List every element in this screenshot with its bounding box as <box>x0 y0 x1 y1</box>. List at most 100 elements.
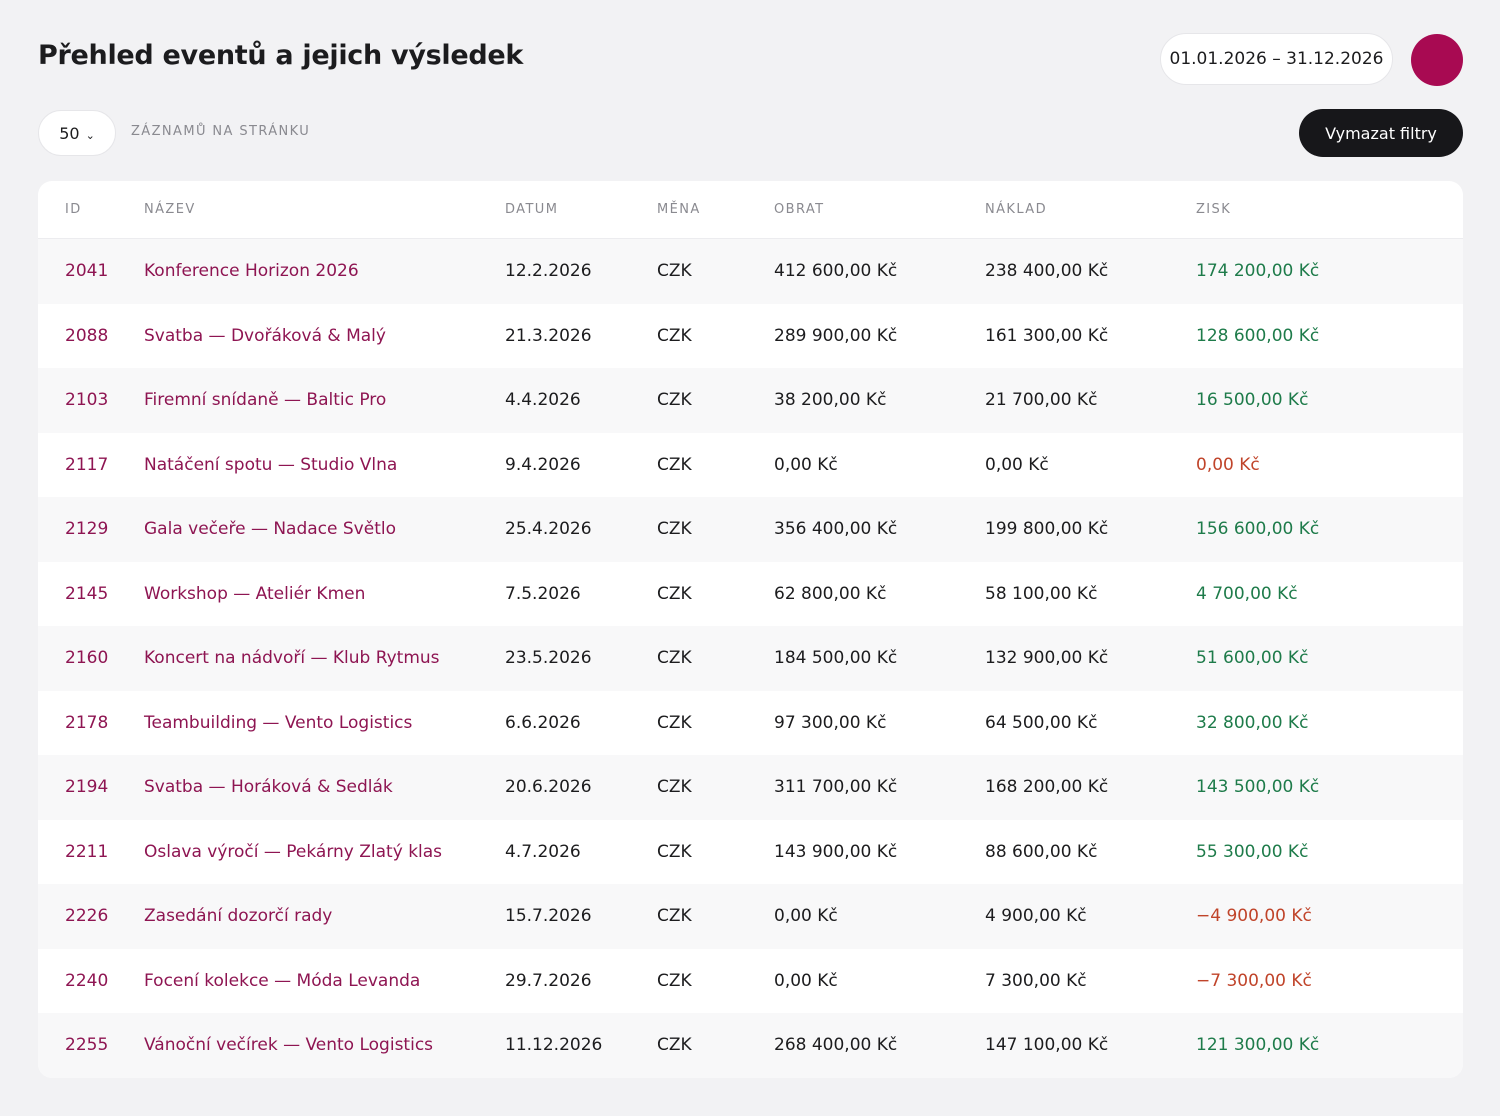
cell-id[interactable]: 2160 <box>65 648 109 669</box>
cell-revenue: 356 400,00 Kč <box>774 519 898 540</box>
cell-date: 9.4.2026 <box>505 454 581 475</box>
cell-revenue: 38 200,00 Kč <box>774 390 887 411</box>
cell-revenue: 412 600,00 Kč <box>774 261 898 282</box>
table-row[interactable]: 2240 Focení kolekce — Móda Levanda 29.7.20… <box>38 948 1463 1013</box>
cell-revenue: 62 800,00 Kč <box>774 583 887 604</box>
cell-currency: CZK <box>657 777 692 798</box>
cell-name[interactable]: Focení kolekce — Móda Levanda <box>144 970 421 991</box>
events-table-card: ID NÁZEV DATUM MĚNA OBRAT NÁKLAD ZISK 20… <box>38 181 1463 1078</box>
table-row[interactable]: 2117 Natáčení spotu — Studio Vlna 9.4.2026… <box>38 432 1463 497</box>
cell-cost: 147 100,00 Kč <box>985 1035 1109 1056</box>
avatar[interactable] <box>1411 34 1463 86</box>
column-header-name[interactable]: NÁZEV <box>144 181 505 239</box>
cell-date: 11.12.2026 <box>505 1035 603 1056</box>
cell-currency: CZK <box>657 906 692 927</box>
table-row[interactable]: 2145 Workshop — Ateliér Kmen 7.5.2026 CZK 62… <box>38 561 1463 626</box>
cell-revenue: 0,00 Kč <box>774 906 838 927</box>
table-row[interactable]: 2103 Firemní snídaně — Baltic Pro 4.4.2026… <box>38 368 1463 433</box>
cell-cost: 161 300,00 Kč <box>985 325 1109 346</box>
cell-profit: 51 600,00 Kč <box>1196 648 1309 669</box>
cell-date: 20.6.2026 <box>505 777 592 798</box>
cell-id[interactable]: 2145 <box>65 583 109 604</box>
cell-name[interactable]: Svatba — Horáková & Sedlák <box>144 777 393 798</box>
table-row[interactable]: 2226 Zasedání dozorčí rady 15.7.2026 CZK 0,0… <box>38 884 1463 949</box>
cell-currency: CZK <box>657 712 692 733</box>
cell-id[interactable]: 2041 <box>65 261 109 282</box>
cell-currency: CZK <box>657 519 692 540</box>
cell-profit: 4 700,00 Kč <box>1196 583 1298 604</box>
cell-cost: 199 800,00 Kč <box>985 519 1109 540</box>
date-range-picker[interactable]: 01.01.2026 – 31.12.2026 <box>1160 33 1393 85</box>
table-row[interactable]: 2129 Gala večeře — Nadace Světlo 25.4.2026… <box>38 497 1463 562</box>
column-header-date[interactable]: DATUM <box>505 181 657 239</box>
cell-date: 12.2.2026 <box>505 261 592 282</box>
cell-revenue: 184 500,00 Kč <box>774 648 898 669</box>
cell-name[interactable]: Konference Horizon 2026 <box>144 261 359 282</box>
cell-name[interactable]: Gala večeře — Nadace Světlo <box>144 519 396 540</box>
column-header-profit[interactable]: ZISK <box>1196 181 1463 239</box>
cell-name[interactable]: Teambuilding — Vento Logistics <box>144 712 413 733</box>
cell-name[interactable]: Firemní snídaně — Baltic Pro <box>144 390 387 411</box>
cell-profit: 143 500,00 Kč <box>1196 777 1320 798</box>
cell-name[interactable]: Svatba — Dvořáková & Malý <box>144 325 386 346</box>
table-row[interactable]: 2194 Svatba — Horáková & Sedlák 20.6.2026 C… <box>38 755 1463 820</box>
cell-name[interactable]: Workshop — Ateliér Kmen <box>144 583 366 604</box>
column-header-id[interactable]: ID <box>38 181 144 239</box>
cell-id[interactable]: 2129 <box>65 519 109 540</box>
table-row[interactable]: 2041 Konference Horizon 2026 12.2.2026 CZK 4… <box>38 238 1463 304</box>
cell-date: 4.7.2026 <box>505 841 581 862</box>
cell-currency: CZK <box>657 325 692 346</box>
cell-name[interactable]: Zasedání dozorčí rady <box>144 906 333 927</box>
table-row[interactable]: 2088 Svatba — Dvořáková & Malý 21.3.2026 CZ… <box>38 303 1463 368</box>
cell-date: 15.7.2026 <box>505 906 592 927</box>
column-header-currency[interactable]: MĚNA <box>657 181 774 239</box>
cell-currency: CZK <box>657 648 692 669</box>
cell-revenue: 97 300,00 Kč <box>774 712 887 733</box>
clear-filters-button[interactable]: Vymazat filtry <box>1299 109 1463 157</box>
table-row[interactable]: 2211 Oslava výročí — Pekárny Zlatý klas 4.… <box>38 819 1463 884</box>
cell-id[interactable]: 2255 <box>65 1035 109 1056</box>
table-row[interactable]: 2255 Vánoční večírek — Vento Logistics 11.… <box>38 1013 1463 1078</box>
cell-name[interactable]: Oslava výročí — Pekárny Zlatý klas <box>144 841 443 862</box>
cell-currency: CZK <box>657 1035 692 1056</box>
cell-date: 4.4.2026 <box>505 390 581 411</box>
cell-currency: CZK <box>657 390 692 411</box>
cell-name[interactable]: Natáčení spotu — Studio Vlna <box>144 454 398 475</box>
cell-id[interactable]: 2226 <box>65 906 109 927</box>
cell-cost: 64 500,00 Kč <box>985 712 1098 733</box>
table-row[interactable]: 2178 Teambuilding — Vento Logistics 6.6.20… <box>38 690 1463 755</box>
table-header-row: ID NÁZEV DATUM MĚNA OBRAT NÁKLAD ZISK <box>38 181 1463 239</box>
cell-id[interactable]: 2178 <box>65 712 109 733</box>
column-header-cost[interactable]: NÁKLAD <box>985 181 1196 239</box>
cell-id[interactable]: 2103 <box>65 390 109 411</box>
chevron-down-icon: ⌄ <box>85 128 95 142</box>
cell-profit: 16 500,00 Kč <box>1196 390 1309 411</box>
cell-cost: 58 100,00 Kč <box>985 583 1098 604</box>
cell-id[interactable]: 2088 <box>65 325 109 346</box>
cell-date: 25.4.2026 <box>505 519 592 540</box>
cell-currency: CZK <box>657 261 692 282</box>
table-row[interactable]: 2160 Koncert na nádvoří — Klub Rytmus 23.5… <box>38 626 1463 691</box>
page-title: Přehled eventů a jejich výsledek <box>38 40 524 71</box>
cell-profit: 174 200,00 Kč <box>1196 261 1320 282</box>
cell-cost: 238 400,00 Kč <box>985 261 1109 282</box>
page-size-select[interactable]: 50 ⌄ <box>38 110 116 156</box>
page-size-value: 50 <box>59 123 80 143</box>
cell-id[interactable]: 2194 <box>65 777 109 798</box>
page-size-label: ZÁZNAMŮ NA STRÁNKU <box>131 124 311 139</box>
cell-revenue: 289 900,00 Kč <box>774 325 898 346</box>
cell-name[interactable]: Koncert na nádvoří — Klub Rytmus <box>144 648 440 669</box>
cell-profit: 128 600,00 Kč <box>1196 325 1320 346</box>
cell-profit: −7 300,00 Kč <box>1196 970 1312 991</box>
cell-id[interactable]: 2211 <box>65 841 109 862</box>
cell-name[interactable]: Vánoční večírek — Vento Logistics <box>144 1035 434 1056</box>
cell-id[interactable]: 2240 <box>65 970 109 991</box>
cell-revenue: 311 700,00 Kč <box>774 777 898 798</box>
cell-id[interactable]: 2117 <box>65 454 109 475</box>
cell-date: 21.3.2026 <box>505 325 592 346</box>
column-header-revenue[interactable]: OBRAT <box>774 181 985 239</box>
cell-profit: −4 900,00 Kč <box>1196 906 1312 927</box>
cell-profit: 121 300,00 Kč <box>1196 1035 1320 1056</box>
cell-revenue: 268 400,00 Kč <box>774 1035 898 1056</box>
cell-revenue: 143 900,00 Kč <box>774 841 898 862</box>
